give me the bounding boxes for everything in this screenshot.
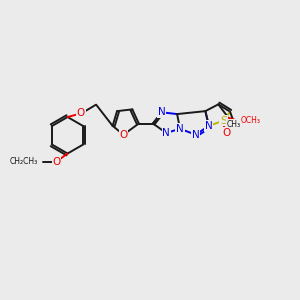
Text: O: O: [222, 128, 231, 138]
Text: O: O: [77, 109, 85, 118]
Text: OCH₃: OCH₃: [240, 116, 260, 125]
Text: N: N: [192, 130, 200, 140]
Text: N: N: [176, 124, 184, 134]
Text: O: O: [52, 157, 61, 167]
Text: N: N: [158, 107, 166, 117]
Text: CH₃: CH₃: [226, 120, 241, 129]
Text: O: O: [119, 130, 128, 140]
Text: N: N: [162, 128, 170, 138]
Text: N: N: [205, 121, 213, 131]
Text: S: S: [220, 116, 227, 126]
Text: CH₂CH₃: CH₂CH₃: [10, 157, 38, 166]
